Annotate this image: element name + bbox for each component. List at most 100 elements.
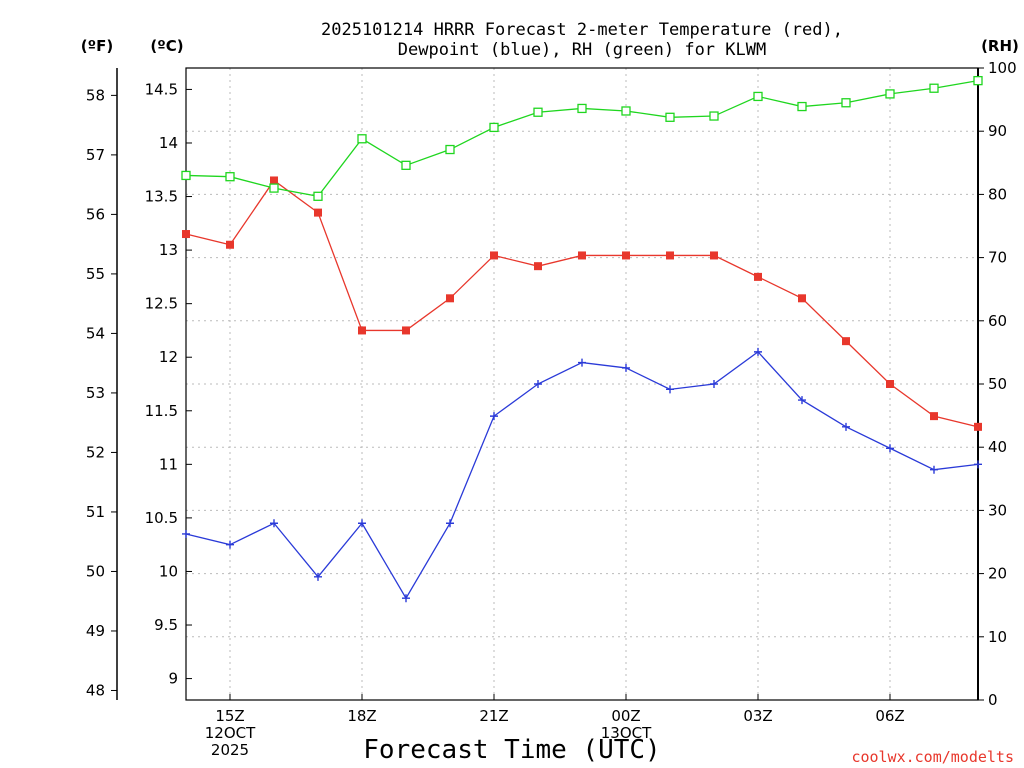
celsius-unit-label: (ºC) [150, 37, 183, 55]
temperature-point [974, 422, 982, 431]
rh-unit-label: (RH) [981, 37, 1019, 55]
rh-point [885, 89, 895, 99]
x-tick-label: 03Z [743, 707, 772, 725]
dewpoint-point [666, 385, 674, 394]
fahrenheit-tick-label: 51 [86, 503, 105, 521]
rh-point [489, 122, 499, 133]
fahrenheit-tick-label: 57 [86, 146, 105, 164]
temperature-point [182, 230, 190, 239]
temperature-point [754, 272, 762, 281]
rh-point [577, 103, 587, 114]
rh-point [225, 172, 235, 182]
fahrenheit-tick-label: 49 [86, 622, 105, 640]
x-tick-label: 21Z [479, 707, 508, 725]
fahrenheit-tick-label: 56 [86, 205, 105, 223]
temperature-line [185, 179, 979, 428]
x-tick-label: 15Z [215, 707, 244, 725]
celsius-tick-label: 13.5 [145, 188, 178, 206]
dewpoint-point [622, 363, 630, 372]
x-tick-date-label: 2025 [211, 741, 249, 759]
celsius-tick-label: 12 [159, 348, 178, 366]
fahrenheit-tick-label: 50 [86, 562, 105, 580]
fahrenheit-tick-label: 52 [86, 443, 105, 461]
x-tick-date-label: 12OCT [205, 724, 256, 742]
dewpoint-point [358, 519, 366, 528]
dewpoint-point [798, 396, 806, 405]
dewpoint-point [182, 529, 190, 538]
rh-point [401, 160, 411, 170]
celsius-tick-label: 14.5 [145, 80, 178, 98]
x-axis-label: Forecast Time (UTC) [363, 735, 660, 765]
temperature-point [490, 251, 498, 260]
rh-tick-label: 100 [988, 59, 1017, 77]
x-tick-label: 18Z [347, 707, 376, 725]
temperature-point [226, 240, 234, 249]
temperature-point [446, 294, 454, 303]
fahrenheit-tick-label: 58 [86, 86, 105, 104]
rh-point [797, 101, 807, 112]
rh-tick-label: 50 [988, 375, 1007, 393]
fahrenheit-tick-label: 48 [86, 681, 105, 699]
temperature-point [314, 208, 322, 217]
rh-point [269, 183, 279, 193]
dewpoint-point [578, 358, 586, 367]
rh-tick-label: 90 [988, 122, 1007, 140]
dewpoint-point [534, 380, 542, 388]
temperature-point [886, 380, 894, 388]
celsius-tick-label: 10 [159, 562, 178, 580]
chart-title-line-2: Dewpoint (blue), RH (green) for KLWM [398, 40, 766, 60]
rh-point [313, 191, 323, 201]
rh-point [973, 75, 983, 86]
tick-labels: 9 9.5 10 10.5 11 11.5 12 12.5 13 13.5 14 14.5 48 49 50… [86, 59, 1017, 759]
x-tick-date-label: 13OCT [601, 724, 652, 742]
temperature-point [402, 326, 410, 335]
rh-point [533, 107, 543, 117]
dewpoint-point [226, 540, 234, 549]
rh-point [445, 144, 455, 155]
rh-point [665, 112, 675, 122]
rh-point [357, 134, 367, 144]
dewpoint-point [842, 422, 850, 431]
rh-tick-label: 80 [988, 185, 1007, 203]
rh-point [181, 170, 191, 181]
celsius-tick-label: 14 [159, 134, 178, 152]
chart-title-line-1: 2025101214 HRRR Forecast 2-meter Tempera… [321, 20, 843, 40]
x-tick-label: 06Z [875, 707, 904, 725]
rh-point [929, 83, 939, 93]
celsius-tick-label: 9.5 [154, 616, 178, 634]
dewpoint-point [446, 519, 454, 528]
rh-tick-label: 20 [988, 565, 1007, 583]
dewpoint-point [754, 347, 762, 356]
rh-line [185, 79, 979, 198]
credit-label: coolwx.com/modelts [851, 748, 1014, 766]
fahrenheit-unit-label: (ºF) [81, 37, 113, 55]
x-tick-label: 00Z [611, 707, 640, 725]
celsius-tick-label: 10.5 [145, 509, 178, 527]
temperature-point [578, 251, 586, 260]
temperature-point [666, 251, 674, 260]
temperature-point [358, 326, 366, 335]
rh-point [841, 98, 851, 108]
celsius-tick-label: 9 [168, 670, 178, 688]
temperature-point [930, 412, 938, 421]
fahrenheit-tick-label: 54 [86, 324, 105, 342]
temperature-point [622, 251, 630, 260]
rh-point [753, 91, 763, 102]
dewpoint-point [490, 412, 498, 421]
rh-tick-label: 30 [988, 501, 1007, 519]
fahrenheit-tick-label: 53 [86, 384, 105, 402]
axes [111, 67, 984, 701]
dewpoint-point [710, 380, 718, 388]
rh-tick-label: 0 [988, 691, 998, 709]
celsius-tick-label: 13 [159, 241, 178, 259]
temperature-point [842, 337, 850, 346]
celsius-tick-label: 11.5 [145, 402, 178, 420]
rh-tick-label: 70 [988, 249, 1007, 267]
dewpoint-point [974, 460, 982, 469]
temperature-point [534, 262, 542, 271]
rh-tick-label: 10 [988, 628, 1007, 646]
rh-point [709, 111, 719, 121]
dewpoint-point [930, 465, 938, 474]
rh-point [621, 106, 631, 116]
